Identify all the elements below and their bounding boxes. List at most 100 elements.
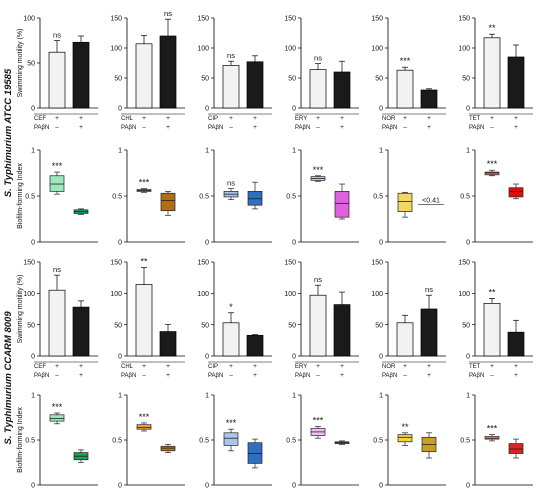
table-row1-cell: +: [316, 115, 320, 122]
table-row1-cell: +: [403, 115, 407, 122]
table-row1-cell: +: [229, 363, 233, 370]
y-tick-label: 0: [466, 106, 470, 113]
panel-box-ccarm-8009-ery: 0 0.5 1 ***: [286, 393, 359, 490]
table-row2-cell: –: [55, 124, 59, 131]
box: [247, 442, 263, 464]
y-tick-label: 150: [371, 260, 383, 267]
panel-box-ccarm-8009-cef: 0 0.5 1 Biofilm-forming Index ***: [17, 393, 98, 490]
y-tick-label: 1: [205, 148, 209, 155]
significance-label: ***: [52, 161, 63, 171]
y-tick-label: 100: [458, 291, 470, 298]
y-tick-label: 150: [197, 16, 209, 23]
row-title-ccarm-text: S. Typhimurium CCARM 8009: [3, 311, 14, 445]
y-tick-label: 50: [114, 322, 122, 329]
y-tick-label: 0: [292, 483, 296, 490]
table-row2-cell: –: [229, 372, 233, 379]
bar-cip: [222, 322, 240, 357]
bar-chl-pa-n: [159, 35, 177, 109]
panel-bar-ccarm-8009-tet: 0 50 100 150 ** TET PAβN + + – +: [458, 260, 533, 379]
y-tick-label: 1: [379, 148, 383, 155]
y-axis-title: Swimming motility (%): [17, 29, 24, 98]
table-row2-label: PAβN: [121, 125, 136, 131]
panel-box-ccarm-8009-cip: 0 0.5 1 ***: [199, 393, 272, 490]
panel-bar-atcc-19585-tet: 0 50 100 150 ** TET PAβN + + – +: [458, 16, 533, 131]
table-row2-label: PAβN: [382, 125, 397, 131]
y-tick-label: 100: [110, 291, 122, 298]
table-row1-cell: +: [253, 115, 257, 122]
y-tick-label: 150: [23, 260, 35, 267]
table-row1-label: TET: [469, 116, 481, 122]
y-tick-label: 0: [118, 483, 122, 490]
y-tick-label: 50: [288, 322, 296, 329]
bar-cef-pa-n: [72, 41, 90, 109]
table-row1-cell: +: [166, 115, 170, 122]
significance-label: ns: [53, 265, 61, 274]
significance-label: ***: [313, 165, 324, 175]
y-axis-title: Swimming motility (%): [17, 275, 24, 344]
bar-tet: [483, 303, 501, 357]
table-row2-cell: –: [403, 372, 407, 379]
box: [49, 175, 65, 192]
box: [397, 192, 413, 212]
table-row2-label: PAβN: [208, 125, 223, 131]
y-tick-label: 100: [284, 46, 296, 53]
bar-chl-pa-n: [159, 331, 177, 357]
table-row2-cell: +: [166, 124, 170, 131]
table-row1-label: NOR: [382, 364, 396, 370]
y-tick-label: 50: [462, 322, 470, 329]
panel-bar-atcc-19585-cip: 0 50 100 150 ns CIP PAβN + + – +: [197, 16, 272, 131]
y-tick-label: 1: [31, 148, 35, 155]
bar-nor-pa-n: [420, 308, 438, 357]
significance-label: ns: [425, 285, 433, 294]
significance-label: ns: [53, 31, 61, 40]
panel-box-atcc-19585-nor: 0 0.5 1 <0.41: [373, 148, 446, 247]
table-row1-cell: +: [490, 363, 494, 370]
table-row1-cell: +: [79, 363, 83, 370]
table-row1-cell: +: [514, 363, 518, 370]
y-tick-label: 0: [292, 240, 296, 247]
table-row2-cell: –: [316, 372, 320, 379]
table-row2-cell: +: [253, 372, 257, 379]
significance-label: ns: [164, 9, 172, 18]
row-title-atcc: S. Typhimurium ATCC 19585: [3, 68, 14, 197]
table-row1-label: NOR: [382, 116, 396, 122]
table-row2-cell: +: [514, 372, 518, 379]
bar-chl: [135, 43, 153, 109]
bar-cip-pa-n: [246, 61, 264, 109]
table-row1-label: CIP: [208, 116, 218, 122]
box: [484, 436, 500, 440]
y-tick-label: 0.5: [373, 194, 383, 201]
table-row1-cell: +: [166, 363, 170, 370]
y-tick-label: 100: [371, 291, 383, 298]
y-tick-label: 150: [110, 260, 122, 267]
y-tick-label: 1: [118, 393, 122, 400]
table-row2-cell: +: [340, 124, 344, 131]
y-tick-label: 50: [375, 322, 383, 329]
table-row1-label: ERY: [295, 364, 307, 370]
table-row1-label: CIP: [208, 364, 218, 370]
box: [160, 192, 176, 212]
row-title-ccarm: S. Typhimurium CCARM 8009: [3, 311, 14, 445]
box: [160, 445, 176, 452]
y-tick-label: 0: [205, 106, 209, 113]
significance-label: ***: [487, 424, 498, 434]
table-row2-cell: –: [403, 124, 407, 131]
y-tick-label: 150: [458, 260, 470, 267]
y-tick-label: 0: [31, 483, 35, 490]
table-row1-cell: +: [340, 115, 344, 122]
significance-label: ***: [139, 412, 150, 422]
panel-box-atcc-19585-tet: 0 0.5 1 ***: [460, 148, 533, 247]
table-row2-cell: –: [490, 372, 494, 379]
table-row1-cell: +: [79, 115, 83, 122]
y-tick-label: 50: [27, 61, 35, 68]
box: [484, 171, 500, 176]
significance-label: ***: [52, 402, 63, 412]
table-row1-label: CEF: [34, 116, 46, 122]
y-tick-label: 50: [462, 76, 470, 83]
y-tick-label: 100: [197, 46, 209, 53]
y-axis-title: Biofilm-forming Index: [17, 407, 24, 473]
y-tick-label: 150: [284, 260, 296, 267]
detection-limit-label: <0.41: [422, 197, 440, 204]
y-tick-label: 100: [284, 291, 296, 298]
